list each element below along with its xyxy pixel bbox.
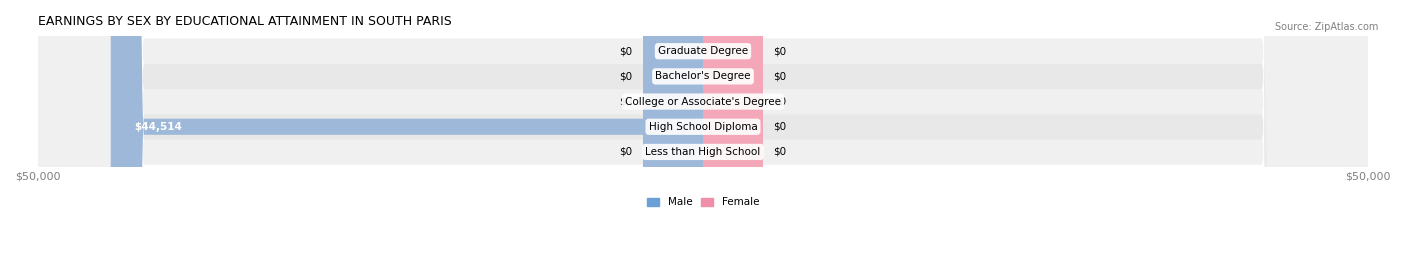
FancyBboxPatch shape <box>703 0 763 269</box>
FancyBboxPatch shape <box>643 0 703 269</box>
Text: $0: $0 <box>773 97 786 107</box>
Text: $0: $0 <box>773 71 786 82</box>
Text: EARNINGS BY SEX BY EDUCATIONAL ATTAINMENT IN SOUTH PARIS: EARNINGS BY SEX BY EDUCATIONAL ATTAINMEN… <box>38 15 451 28</box>
FancyBboxPatch shape <box>703 0 763 269</box>
FancyBboxPatch shape <box>703 0 763 269</box>
FancyBboxPatch shape <box>703 0 763 269</box>
FancyBboxPatch shape <box>111 0 703 269</box>
Text: $0: $0 <box>620 46 633 56</box>
Text: High School Diploma: High School Diploma <box>648 122 758 132</box>
FancyBboxPatch shape <box>643 0 703 269</box>
Text: Graduate Degree: Graduate Degree <box>658 46 748 56</box>
Text: $0: $0 <box>620 71 633 82</box>
Text: $0: $0 <box>620 97 633 107</box>
FancyBboxPatch shape <box>38 0 1368 269</box>
FancyBboxPatch shape <box>38 0 1368 269</box>
Text: College or Associate's Degree: College or Associate's Degree <box>626 97 780 107</box>
Text: Less than High School: Less than High School <box>645 147 761 157</box>
Legend: Male, Female: Male, Female <box>643 193 763 212</box>
Text: Bachelor's Degree: Bachelor's Degree <box>655 71 751 82</box>
Text: Source: ZipAtlas.com: Source: ZipAtlas.com <box>1274 22 1378 31</box>
Text: $0: $0 <box>773 147 786 157</box>
Text: $0: $0 <box>773 122 786 132</box>
Text: $0: $0 <box>773 46 786 56</box>
FancyBboxPatch shape <box>703 0 763 269</box>
FancyBboxPatch shape <box>38 0 1368 269</box>
FancyBboxPatch shape <box>38 0 1368 269</box>
Text: $0: $0 <box>620 147 633 157</box>
FancyBboxPatch shape <box>38 0 1368 269</box>
FancyBboxPatch shape <box>643 0 703 269</box>
Text: $44,514: $44,514 <box>135 122 183 132</box>
FancyBboxPatch shape <box>643 0 703 269</box>
